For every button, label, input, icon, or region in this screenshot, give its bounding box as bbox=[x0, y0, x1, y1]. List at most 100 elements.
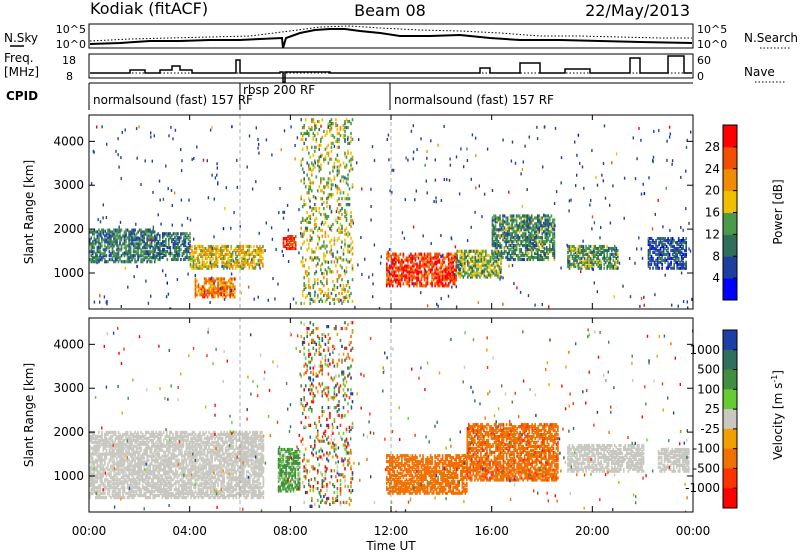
velocity-cell bbox=[92, 482, 94, 486]
power-cell bbox=[230, 244, 232, 249]
power-cell bbox=[437, 274, 439, 278]
power-cell bbox=[235, 264, 237, 268]
power-cell bbox=[323, 201, 325, 205]
power-cell bbox=[215, 248, 217, 253]
velocity-cell bbox=[122, 444, 124, 448]
power-cell bbox=[217, 182, 219, 186]
power-cell bbox=[256, 250, 258, 254]
power-cell bbox=[685, 145, 688, 149]
power-cell bbox=[452, 264, 454, 268]
power-cell bbox=[224, 287, 227, 291]
power-cell bbox=[248, 256, 251, 260]
power-cell bbox=[247, 262, 249, 266]
power-cell bbox=[218, 291, 221, 295]
power-cell bbox=[514, 230, 516, 234]
power-cell bbox=[195, 266, 198, 270]
power-cell bbox=[576, 173, 578, 177]
power-cell bbox=[420, 276, 423, 280]
power-cell bbox=[597, 262, 599, 266]
power-cell bbox=[114, 252, 117, 256]
power-cell bbox=[414, 262, 417, 266]
power-cell bbox=[154, 244, 156, 248]
power-cell bbox=[514, 234, 516, 238]
velocity-cell bbox=[99, 462, 102, 466]
power-cell bbox=[413, 272, 415, 276]
power-cell bbox=[128, 230, 130, 234]
power-cell bbox=[432, 256, 435, 260]
power-cell bbox=[411, 256, 414, 260]
power-cell bbox=[661, 262, 663, 266]
power-cell bbox=[306, 216, 308, 220]
power-cell bbox=[197, 285, 200, 289]
power-cell bbox=[111, 234, 114, 238]
power-cell bbox=[345, 258, 348, 262]
power-cell bbox=[428, 252, 430, 256]
power-cell bbox=[477, 263, 480, 267]
power-cell bbox=[152, 228, 154, 232]
velocity-cell bbox=[131, 452, 133, 456]
power-cell bbox=[544, 214, 547, 218]
power-cell bbox=[224, 207, 226, 210]
power-cell bbox=[540, 218, 542, 222]
power-cell bbox=[511, 232, 513, 236]
power-cell bbox=[611, 246, 613, 251]
power-cell bbox=[347, 244, 349, 248]
velocity-cell bbox=[119, 450, 121, 454]
power-cell bbox=[494, 232, 497, 236]
power-cell bbox=[395, 260, 397, 264]
power-cell bbox=[133, 232, 136, 236]
power-cell bbox=[585, 258, 587, 262]
power-cell bbox=[476, 251, 478, 255]
power-cell bbox=[159, 257, 161, 262]
power-cell bbox=[438, 260, 441, 264]
power-cell bbox=[350, 248, 352, 252]
power-cell bbox=[159, 244, 161, 248]
power-cell bbox=[227, 293, 230, 297]
power-cell bbox=[341, 230, 343, 234]
power-cell bbox=[207, 264, 210, 268]
power-cell bbox=[496, 240, 498, 244]
power-cell bbox=[425, 272, 427, 276]
power-cell bbox=[518, 216, 521, 220]
power-cell bbox=[330, 149, 333, 153]
power-cell bbox=[513, 282, 515, 285]
power-cell bbox=[538, 226, 541, 230]
power-cell bbox=[215, 291, 218, 295]
power-cell bbox=[220, 289, 222, 293]
power-cell bbox=[312, 118, 315, 122]
power-cell bbox=[500, 222, 503, 226]
velocity-cell bbox=[137, 432, 139, 436]
power-cell bbox=[664, 273, 666, 277]
velocity-cell bbox=[120, 456, 123, 460]
power-cell bbox=[477, 249, 480, 253]
power-cell bbox=[248, 250, 251, 254]
power-cell bbox=[93, 236, 96, 240]
velocity-cell bbox=[102, 490, 105, 494]
power-cell bbox=[166, 281, 168, 285]
power-cell bbox=[333, 284, 336, 288]
power-cell bbox=[336, 185, 339, 189]
velocity-cell bbox=[90, 476, 93, 480]
power-cell bbox=[206, 289, 209, 293]
power-cell bbox=[515, 220, 518, 224]
power-cell bbox=[413, 262, 415, 266]
power-cell bbox=[89, 238, 91, 242]
power-cell bbox=[196, 285, 198, 289]
power-cell bbox=[577, 246, 580, 251]
velocity-cell bbox=[131, 464, 133, 468]
power-cell bbox=[449, 272, 451, 276]
power-cell bbox=[659, 246, 662, 251]
velocity-cell bbox=[123, 442, 126, 446]
power-cell bbox=[653, 241, 656, 245]
velocity-cell bbox=[138, 470, 141, 474]
power-cell bbox=[654, 262, 656, 266]
power-cell bbox=[301, 264, 304, 268]
power-cell bbox=[200, 254, 202, 258]
power-cell bbox=[457, 267, 460, 271]
power-cell bbox=[165, 164, 167, 168]
power-cell bbox=[113, 244, 115, 248]
velocity-cell bbox=[108, 460, 111, 464]
power-cell bbox=[659, 250, 662, 254]
power-cell bbox=[494, 259, 496, 263]
power-cell bbox=[240, 291, 243, 295]
